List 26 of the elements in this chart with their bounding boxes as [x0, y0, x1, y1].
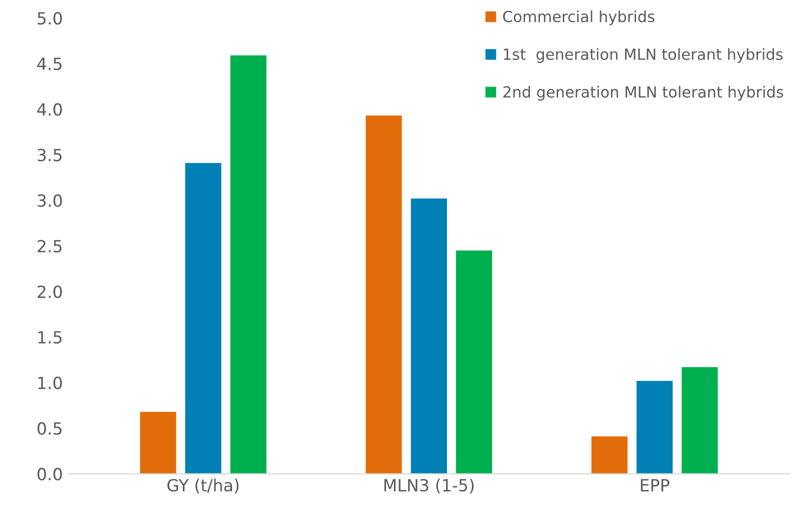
bar [456, 250, 492, 474]
x-tick-label: EPP [640, 479, 670, 492]
bar [636, 380, 673, 474]
bar [185, 162, 222, 474]
bar [410, 198, 447, 474]
y-tick-label: 4.5 [37, 58, 62, 70]
legend-label: 1st generation MLN tolerant hybrids [504, 48, 783, 63]
bar [591, 436, 628, 474]
legend-label: 2nd generation MLN tolerant hybrids [503, 86, 784, 101]
y-tick-label: 4.0 [37, 103, 62, 116]
y-tick-label: 5.0 [38, 12, 62, 25]
x-tick-label: GY (t/ha) [167, 478, 239, 494]
bar [140, 412, 176, 474]
y-tick-label: 0.0 [38, 468, 62, 480]
y-tick-label: 3.0 [38, 194, 62, 207]
y-tick-label: 2.0 [38, 285, 62, 298]
y-tick-label: 1.0 [38, 376, 62, 390]
bar [682, 367, 718, 474]
y-tick-label: 2.5 [38, 240, 62, 252]
y-tick-label: 1.5 [38, 331, 62, 344]
x-tick-label: MLN3 (1-5) [384, 478, 474, 494]
y-tick-label: 0.5 [38, 422, 62, 435]
y-tick-label: 3.5 [38, 148, 62, 162]
bar [366, 116, 402, 474]
legend-label: Commercial hybrids [503, 10, 654, 26]
bar [230, 55, 266, 474]
